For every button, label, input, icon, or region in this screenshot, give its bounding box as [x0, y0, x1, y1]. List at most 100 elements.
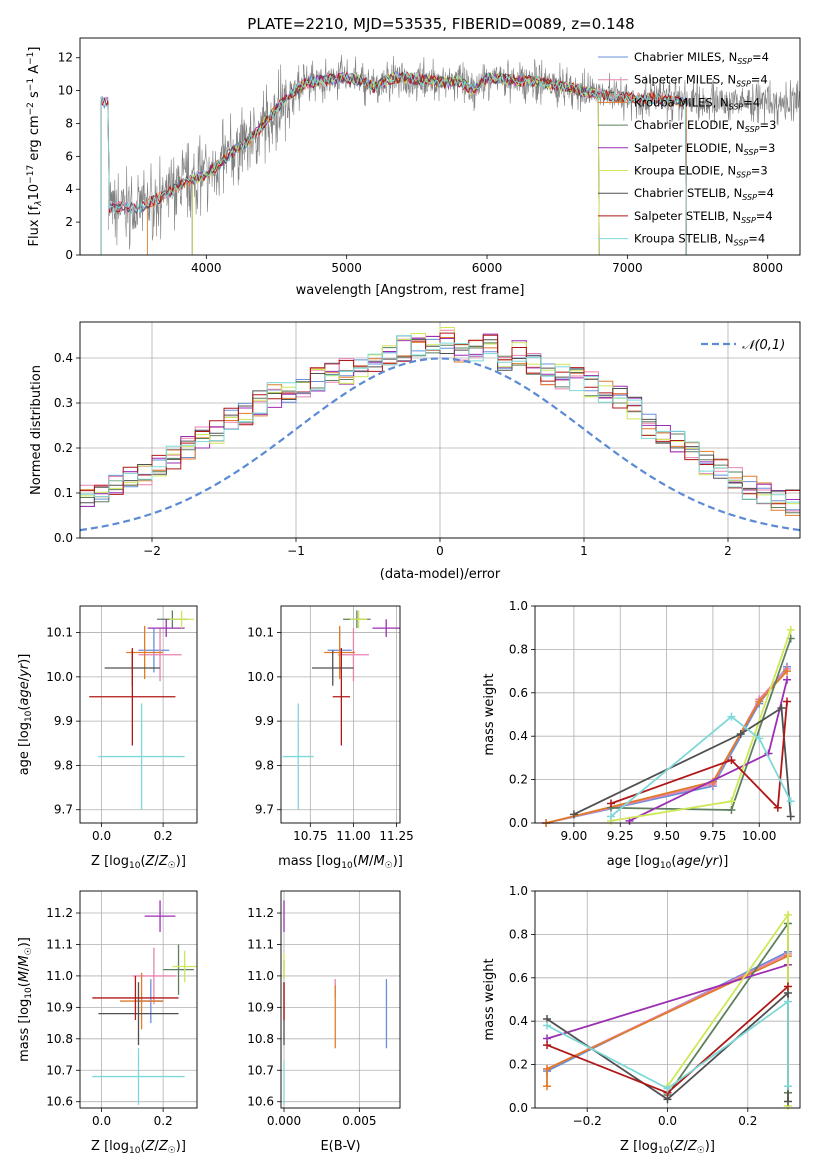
y-tick-label: 2: [65, 215, 73, 229]
legend-label: Salpeter STELIB, NSSP=4: [634, 209, 773, 225]
weight-marker: [543, 1041, 552, 1050]
weight-line: [546, 963, 789, 1040]
y-tick-label: 0.2: [509, 1058, 528, 1072]
x-tick-label: 0.005: [342, 1114, 376, 1128]
legend-label: Kroupa MILES, NSSP=4: [634, 95, 760, 111]
weight-marker: [783, 697, 792, 706]
weight-line: [573, 706, 792, 817]
data-spectrum: [107, 54, 800, 250]
model-spectrum-line: [191, 71, 600, 255]
y-tick-label: 0.8: [509, 642, 528, 656]
y-tick-label: 8: [65, 116, 73, 130]
weight-marker: [736, 730, 745, 739]
x-tick-label: 11.25: [379, 829, 413, 843]
y-tick-label: 9.8: [54, 758, 73, 772]
y-tick-label: 9.7: [54, 803, 73, 817]
y-axis-label: age [log10(age/yr)]: [17, 654, 34, 776]
x-axis-label: mass [log10(M/M☉)]: [278, 854, 403, 871]
weight-marker: [755, 734, 764, 743]
axes-residuals: −2 −1 0 1 2 0.0 0.1 0.2 0.3 0.4 𝒩(0,1) (data-model)…: [29, 321, 801, 582]
weight-marker: [786, 812, 795, 821]
x-tick-label: 9.25: [607, 829, 634, 843]
x-axis-label: E(B-V): [320, 1139, 360, 1154]
y-tick-label: 9.9: [54, 714, 73, 728]
weight-marker: [606, 812, 615, 821]
x-tick-label: 0.000: [267, 1114, 301, 1128]
x-tick-label: 9.50: [653, 829, 680, 843]
weight-marker: [606, 799, 615, 808]
weight-marker: [783, 997, 792, 1006]
weight-marker: [543, 1064, 552, 1073]
y-tick-label: 10.0: [46, 670, 73, 684]
axes-frame: [79, 890, 198, 1109]
y-tick-label: 1.0: [509, 884, 528, 898]
axes-spectrum: 4000 5000 6000 7000 8000 0 2 4 6 8 10 12 Chabrier MI…: [26, 37, 801, 298]
axes-frame: [280, 605, 401, 824]
x-tick-label: 1: [580, 544, 588, 558]
histogram-series: [80, 337, 800, 516]
y-tick-label: 0.0: [54, 531, 73, 545]
y-tick-label: 0.4: [509, 729, 528, 743]
y-tick-label: 10.6: [247, 1095, 274, 1109]
axes-frame: [280, 890, 401, 1109]
legend-label: Chabrier STELIB, NSSP=4: [634, 186, 774, 202]
axes-frame: [79, 321, 801, 539]
y-tick-label: 0.2: [54, 441, 73, 455]
weight-marker: [786, 625, 795, 634]
x-tick-label: −1: [287, 544, 305, 558]
histogram-series: [80, 338, 800, 519]
weight-line: [545, 670, 788, 823]
y-tick-label: 0.0: [509, 1101, 528, 1115]
histogram-series: [80, 335, 800, 512]
weight-line: [610, 701, 788, 810]
weight-marker: [786, 797, 795, 806]
y-tick-label: 11.2: [46, 906, 73, 920]
axes-mass-vs-Z: 0.0 0.2 10.6 10.7 10.8 10.9 11.0 11.1 11.2 Z [log…: [17, 890, 198, 1156]
legend-label: Chabrier ELODIE, NSSP=3: [634, 118, 776, 134]
x-axis-label: Z [log10(Z/Z☉)]: [620, 1139, 715, 1156]
weight-marker: [783, 667, 792, 676]
x-axis-label: Z [log10(Z/Z☉)]: [91, 854, 186, 871]
x-tick-label: 9.75: [700, 829, 727, 843]
y-tick-label: 0.1: [54, 486, 73, 500]
axes-age-vs-Z: 0.0 0.2 9.7 9.8 9.9 10.0 10.1 Z [log10(Z/Z☉)] ag…: [17, 605, 198, 871]
x-tick-label: 2: [724, 544, 732, 558]
histogram-series: [80, 338, 800, 504]
x-tick-label: 7000: [612, 261, 643, 275]
model-spectrum-line: [100, 70, 687, 255]
y-tick-label: 1.0: [509, 599, 528, 613]
weight-marker: [783, 982, 792, 991]
weight-marker: [543, 1082, 552, 1091]
x-tick-label: 4000: [191, 261, 222, 275]
y-tick-label: 0.8: [509, 927, 528, 941]
model-spectrum-line: [191, 70, 600, 255]
x-tick-label: 0.2: [154, 1114, 173, 1128]
histogram-series: [80, 327, 800, 505]
x-tick-label: 5000: [331, 261, 362, 275]
x-tick-label: 8000: [752, 261, 783, 275]
x-tick-label: 6000: [472, 261, 503, 275]
y-tick-label: 10.1: [247, 626, 274, 640]
axes-frame: [79, 37, 801, 256]
axes-frame: [79, 605, 198, 824]
y-tick-label: 10.9: [46, 1000, 73, 1014]
y-tick-label: 0.6: [509, 971, 528, 985]
weight-marker: [755, 697, 764, 706]
x-tick-label: 0.0: [658, 1114, 677, 1128]
y-tick-label: 10.7: [46, 1063, 73, 1077]
model-spectrum-line: [191, 71, 600, 255]
y-axis-label: mass [log10(M/M☉)]: [17, 937, 34, 1062]
x-tick-label: 0: [436, 544, 444, 558]
histogram-series: [80, 332, 800, 510]
y-tick-label: 0.3: [54, 396, 73, 410]
y-tick-label: 10.8: [247, 1032, 274, 1046]
legend-label: Chabrier MILES, NSSP=4: [634, 50, 769, 66]
x-tick-label: 11.00: [336, 829, 370, 843]
axes-massweight-vs-Z: −0.2 0.0 0.2 0.0 0.2 0.4 0.6 0.8 1.0 Z [log10(Z/Z…: [482, 884, 801, 1156]
weight-marker: [569, 810, 578, 819]
y-tick-label: 0.6: [509, 686, 528, 700]
legend-label: Salpeter ELODIE, NSSP=3: [634, 141, 775, 157]
y-tick-label: 0.4: [54, 351, 73, 365]
y-tick-label: 0: [65, 248, 73, 262]
model-spectrum-line: [100, 71, 687, 255]
